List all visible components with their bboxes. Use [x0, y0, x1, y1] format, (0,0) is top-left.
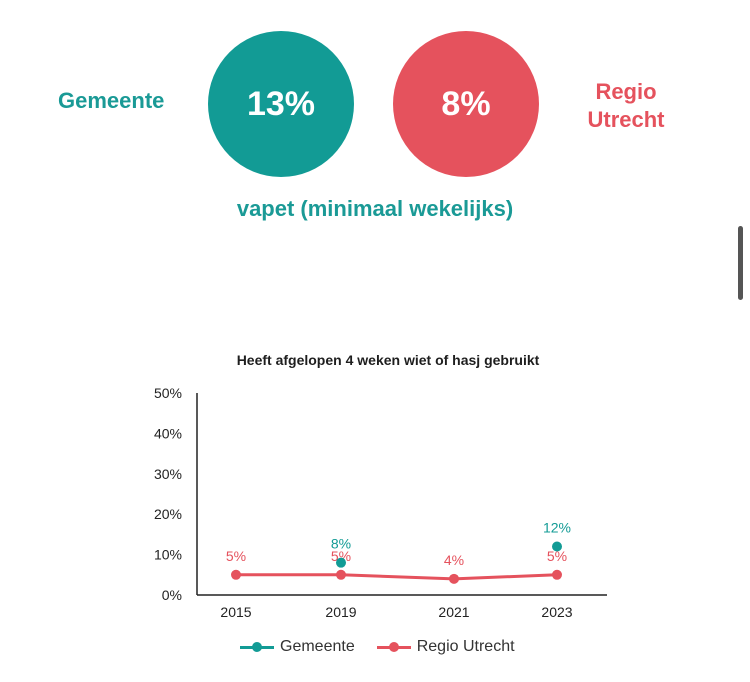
- data-label-gemeente: 8%: [331, 536, 351, 552]
- legend-label-regio: Regio Utrecht: [416, 638, 515, 655]
- data-point-regio: [336, 569, 346, 580]
- x-tick-label: 2015: [220, 604, 251, 620]
- legend-item-regio: Regio Utrecht: [376, 638, 515, 656]
- gemeente-circle: 13%: [208, 31, 354, 177]
- y-tick-label: 50%: [154, 385, 182, 401]
- regio-label-line1: Regio: [595, 79, 657, 104]
- y-tick-label: 40%: [154, 425, 182, 441]
- y-tick-label: 10%: [154, 547, 182, 563]
- regio-label-line2: Utrecht: [587, 107, 665, 132]
- regio-circle: 8%: [393, 31, 539, 177]
- chart-legend: Gemeente Regio Utrecht: [240, 638, 537, 656]
- legend-item-gemeente: Gemeente: [240, 638, 355, 656]
- data-label-regio: 5%: [226, 548, 246, 564]
- legend-label-gemeente: Gemeente: [280, 638, 355, 655]
- x-tick-label: 2019: [325, 604, 356, 620]
- y-tick-label: 20%: [154, 506, 182, 522]
- chart-title: Heeft afgelopen 4 weken wiet of hasj geb…: [236, 352, 540, 368]
- vape-subtitle: vapet (minimaal wekelijks): [236, 196, 514, 221]
- scrollbar[interactable]: [738, 226, 743, 300]
- data-label-gemeente: 12%: [543, 520, 571, 536]
- data-label-regio: 4%: [444, 552, 464, 568]
- data-point-regio: [449, 573, 459, 584]
- regio-value: 8%: [441, 84, 491, 123]
- y-tick-label: 30%: [154, 466, 182, 482]
- gemeente-value: 13%: [246, 84, 316, 123]
- series-line-regio: [236, 573, 558, 581]
- data-label-regio: 5%: [331, 548, 351, 564]
- regio-label: Regio Utrecht: [583, 78, 669, 134]
- legend-swatch-gemeente: [240, 641, 274, 652]
- data-point-gemeente: [552, 541, 562, 552]
- y-tick-label: 0%: [162, 587, 182, 603]
- gemeente-label: Gemeente: [58, 88, 165, 113]
- data-point-regio: [231, 569, 241, 580]
- x-tick-label: 2021: [438, 604, 469, 620]
- data-point-regio: [552, 569, 562, 580]
- x-tick-label: 2023: [541, 604, 572, 620]
- data-label-regio: 5%: [547, 548, 567, 564]
- legend-swatch-regio: [376, 641, 411, 652]
- data-point-gemeente: [336, 557, 346, 568]
